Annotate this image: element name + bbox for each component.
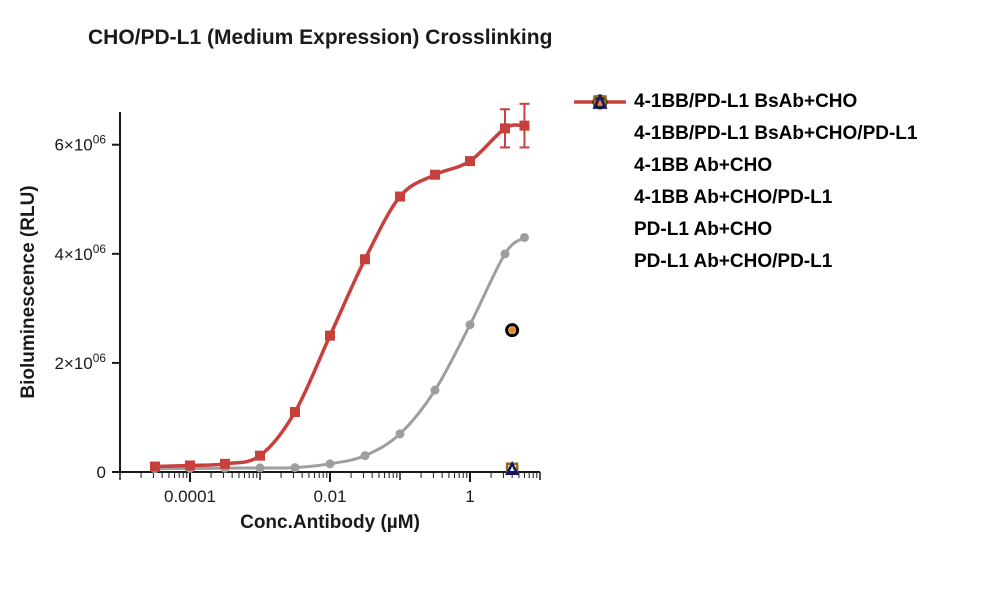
legend-label: PD-L1 Ab+CHO/PD-L1 — [634, 251, 832, 273]
svg-text:Bioluminescence (RLU): Bioluminescence (RLU) — [18, 185, 39, 398]
legend-swatch — [570, 248, 630, 276]
legend: 4-1BB/PD-L1 BsAb+CHO 4-1BB/PD-L1 BsAb+CHO… — [570, 88, 917, 280]
legend-item-bsab_chopdl1: 4-1BB/PD-L1 BsAb+CHO/PD-L1 — [570, 120, 917, 148]
svg-text:0.01: 0.01 — [313, 487, 346, 506]
legend-swatch — [570, 120, 630, 148]
svg-text:6×1006: 6×1006 — [54, 133, 106, 155]
legend-label: 4-1BB Ab+CHO — [634, 155, 772, 177]
legend-label: 4-1BB Ab+CHO/PD-L1 — [634, 187, 832, 209]
series-bsab_chopdl1 — [150, 104, 529, 472]
legend-swatch — [570, 184, 630, 212]
svg-text:0.0001: 0.0001 — [164, 487, 216, 506]
legend-label: PD-L1 Ab+CHO — [634, 219, 772, 241]
legend-swatch — [570, 216, 630, 244]
svg-text:0: 0 — [97, 463, 106, 482]
legend-label: 4-1BB/PD-L1 BsAb+CHO — [634, 91, 857, 113]
svg-text:1: 1 — [465, 487, 474, 506]
svg-text:2×1006: 2×1006 — [54, 351, 106, 373]
legend-swatch — [570, 152, 630, 180]
legend-label: 4-1BB/PD-L1 BsAb+CHO/PD-L1 — [634, 123, 917, 145]
series-bsab_cho — [150, 233, 528, 473]
legend-item-4bb_cho: 4-1BB Ab+CHO — [570, 152, 917, 180]
svg-text:4×1006: 4×1006 — [54, 242, 106, 264]
legend-item-4bb_chopdl1: 4-1BB Ab+CHO/PD-L1 — [570, 184, 917, 212]
legend-item-pdl1_chopdl1: PD-L1 Ab+CHO/PD-L1 — [570, 248, 917, 276]
legend-item-pdl1_cho: PD-L1 Ab+CHO — [570, 216, 917, 244]
svg-text:Conc.Antibody (µM): Conc.Antibody (µM) — [240, 512, 420, 533]
